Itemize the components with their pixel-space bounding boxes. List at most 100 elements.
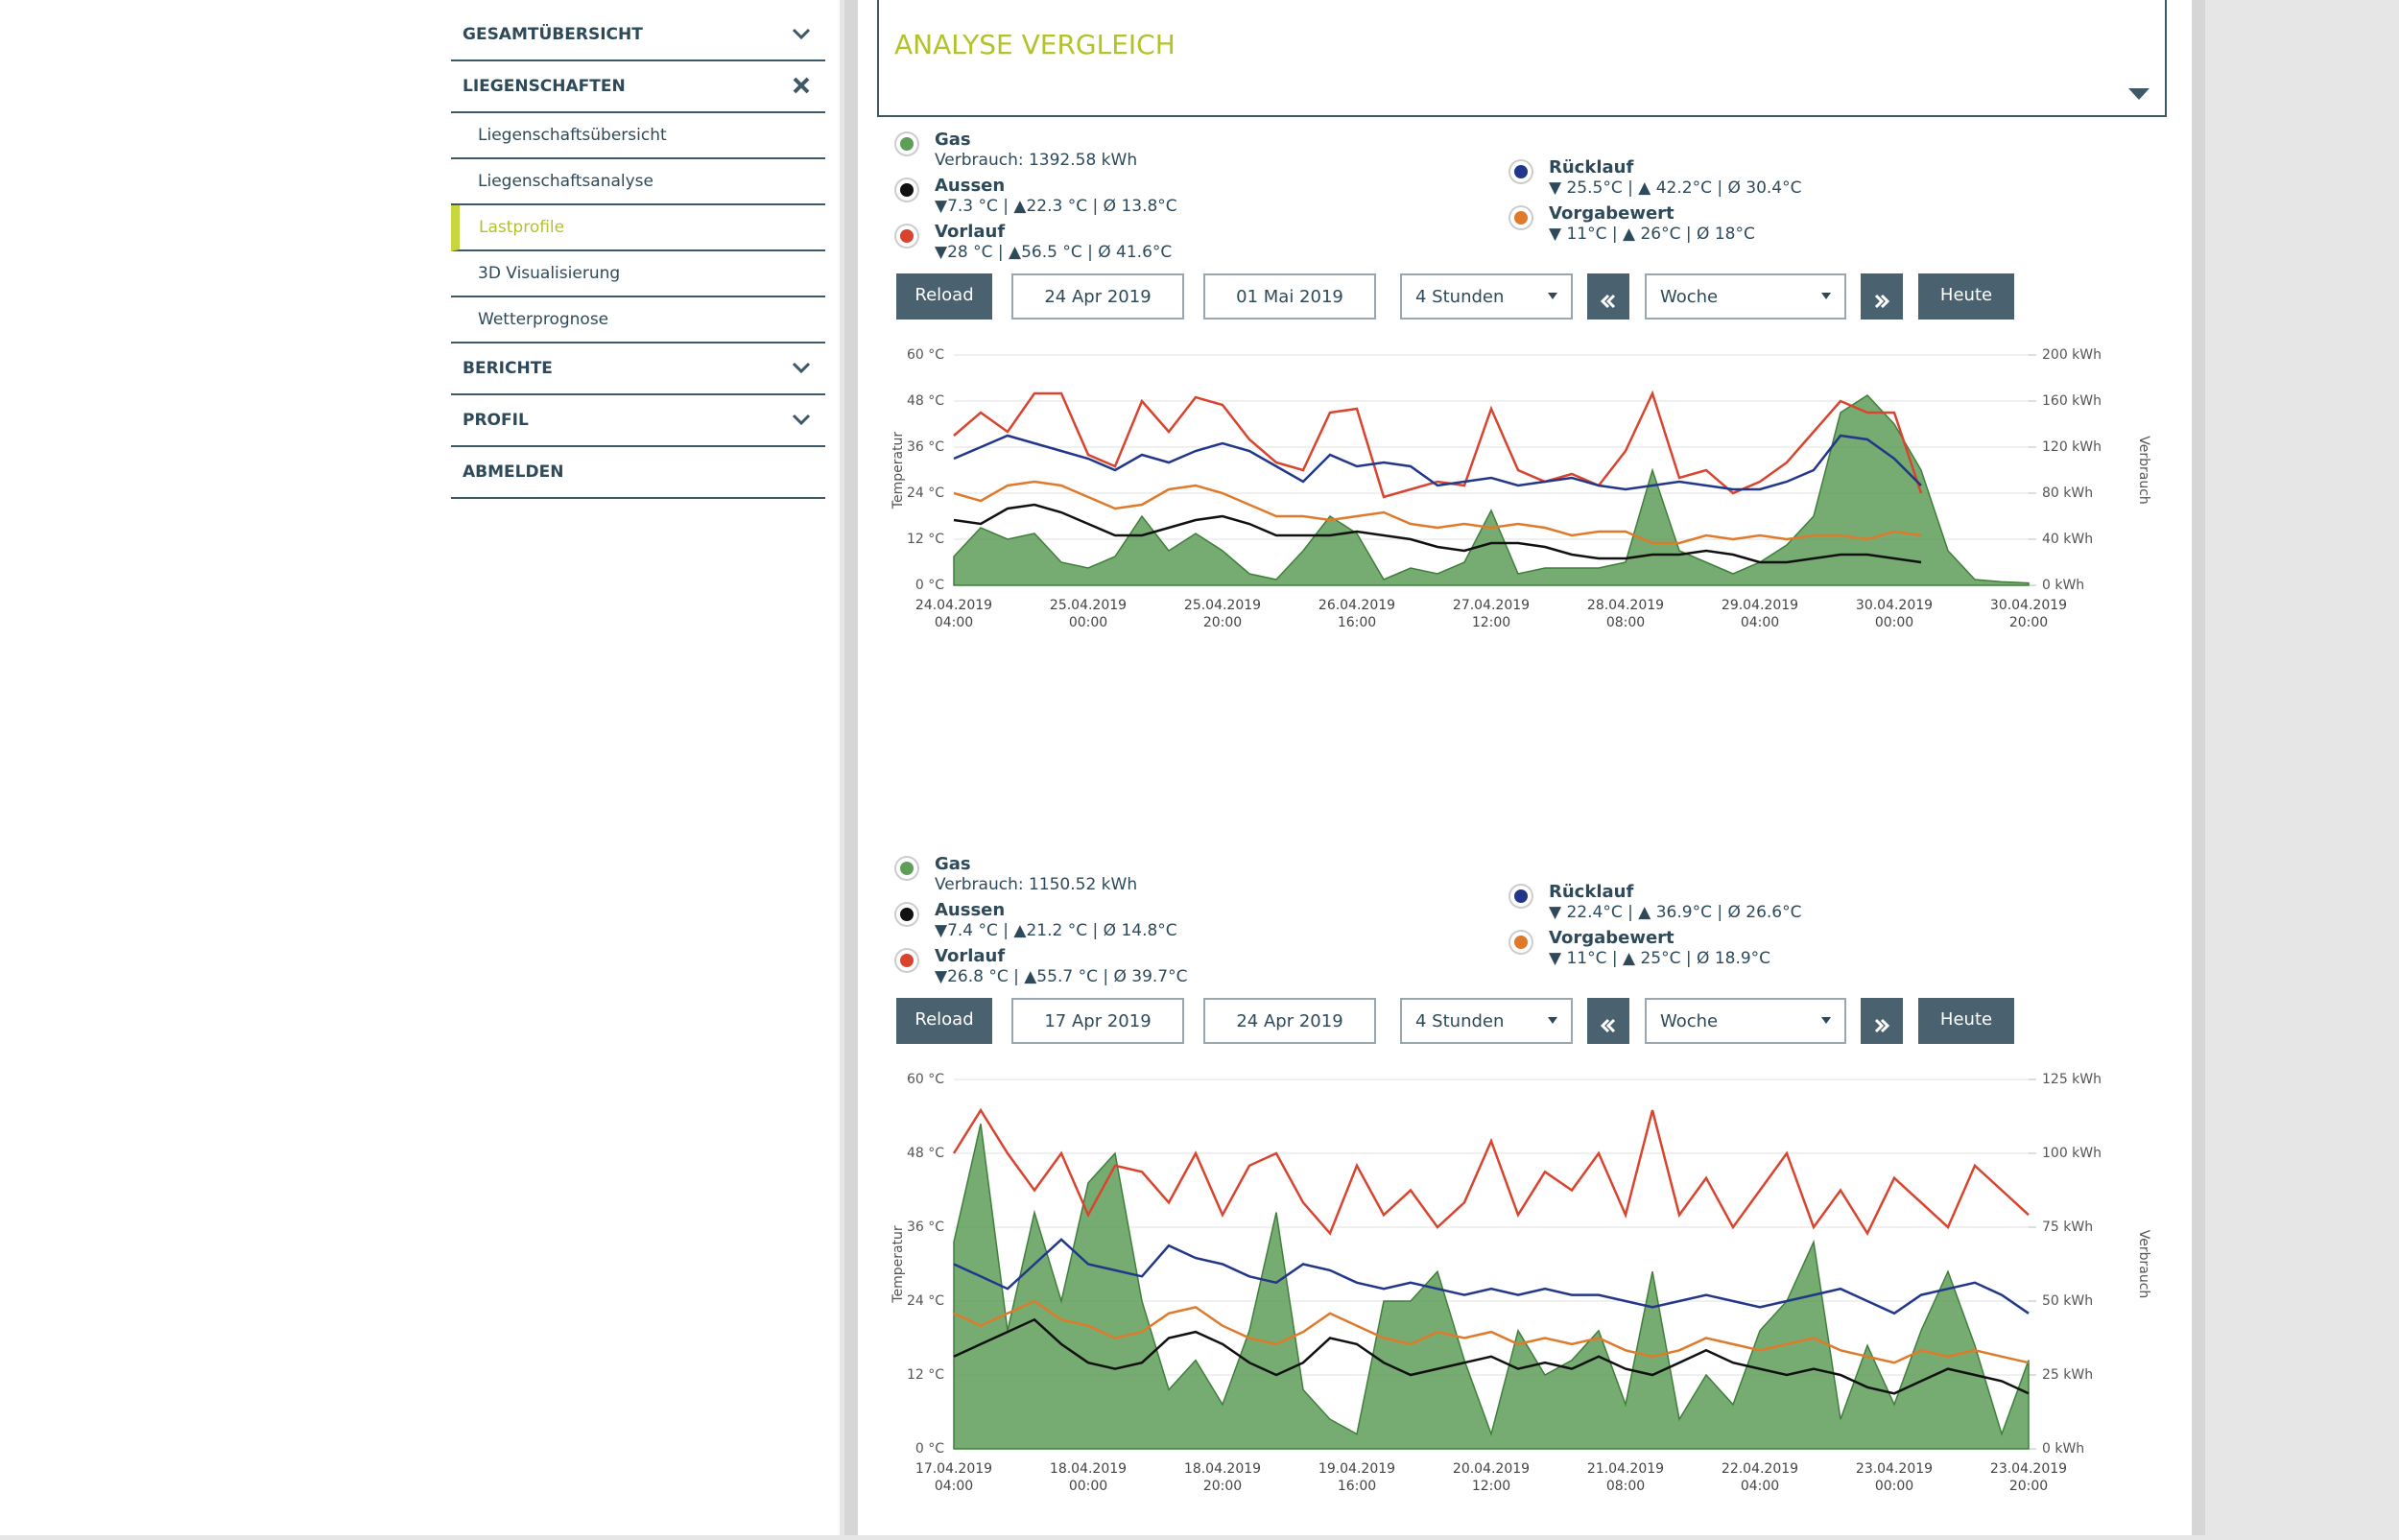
nav-button[interactable] bbox=[1587, 273, 1629, 320]
legend-name: Vorgabewert bbox=[1549, 927, 1675, 948]
legend-item[interactable]: Rücklauf ▼ 22.4°C | ▲ 36.9°C | Ø 26.6°C bbox=[1510, 882, 2125, 926]
icon-stroke bbox=[792, 362, 811, 374]
legend-stats: ▼7.3 °C | ▲22.3 °C | Ø 13.8°C bbox=[935, 197, 1177, 216]
range-select[interactable]: Woche bbox=[1645, 998, 1846, 1044]
y2-tick-label: 125 kWh bbox=[2042, 1072, 2102, 1087]
legend-item[interactable]: Aussen ▼7.4 °C | ▲21.2 °C | Ø 14.8°C bbox=[896, 900, 1510, 944]
nav-button[interactable] bbox=[1587, 998, 1629, 1044]
line bbox=[953, 1238, 2030, 1315]
menu-item[interactable]: Lastprofile bbox=[451, 205, 825, 251]
close-icon[interactable] bbox=[791, 75, 812, 96]
main-content: ANALYSE VERGLEICH Gas Verbrauch: 1392.58 … bbox=[844, 0, 2205, 1535]
y2-tick-label: 120 kWh bbox=[2042, 439, 2102, 455]
menu-item[interactable]: Wetterprognose bbox=[451, 297, 825, 344]
legend-dot bbox=[1510, 931, 1532, 953]
legend-stats: Verbrauch: 1150.52 kWh bbox=[935, 875, 1138, 894]
date-to[interactable]: 24 Apr 2019 bbox=[1203, 998, 1376, 1044]
y2-tick-label: 25 kWh bbox=[2042, 1367, 2093, 1383]
page-title: ANALYSE VERGLEICH bbox=[894, 29, 1176, 60]
legend-item[interactable]: Rücklauf ▼ 25.5°C | ▲ 42.2°C | Ø 30.4°C bbox=[1510, 157, 2125, 201]
y-tick-label: 36 °C bbox=[907, 1220, 944, 1235]
y2-axis-label: Verbrauch bbox=[2136, 1230, 2151, 1299]
legend-stats: ▼7.4 °C | ▲21.2 °C | Ø 14.8°C bbox=[935, 921, 1177, 940]
area bbox=[953, 394, 2030, 586]
nav-button[interactable] bbox=[1861, 273, 1903, 320]
legend-item[interactable]: Gas Verbrauch: 1150.52 kWh bbox=[896, 854, 1510, 898]
legend-stats: ▼26.8 °C | ▲55.7 °C | Ø 39.7°C bbox=[935, 967, 1188, 986]
menu-section[interactable]: GESAMTÜBERSICHT bbox=[451, 10, 825, 61]
interval-select[interactable]: 4 Stunden bbox=[1400, 273, 1573, 320]
legend-stats: ▼ 25.5°C | ▲ 42.2°C | Ø 30.4°C bbox=[1549, 178, 1802, 198]
menu-item[interactable]: 3D Visualisierung bbox=[451, 251, 825, 297]
menu: GESAMTÜBERSICHT LIEGENSCHAFTEN Liegenschaf… bbox=[451, 10, 825, 499]
menu-item[interactable]: Liegenschaftsübersicht bbox=[451, 113, 825, 159]
legend-stats: ▼ 11°C | ▲ 26°C | Ø 18°C bbox=[1549, 224, 1755, 244]
icon-stroke bbox=[792, 414, 811, 426]
legend-dot bbox=[1510, 885, 1532, 907]
left-icon[interactable] bbox=[1598, 1015, 1619, 1036]
x-tick-label: 18.04.2019 20:00 bbox=[1183, 1461, 1262, 1494]
chart: 0 °C 12 °C 24 °C 36 °C 48 °C 60 °C 0 kWh 40 kWh… bbox=[877, 336, 2173, 652]
left-icon[interactable] bbox=[1598, 291, 1619, 312]
chev-icon[interactable] bbox=[791, 357, 812, 378]
analysis-panel: Gas Verbrauch: 1392.58 kWh Aussen ▼7.3 °C |… bbox=[877, 120, 2173, 676]
legend-item[interactable]: Gas Verbrauch: 1392.58 kWh bbox=[896, 130, 1510, 174]
date-to[interactable]: 01 Mai 2019 bbox=[1203, 273, 1376, 320]
y2-axis-label: Verbrauch bbox=[2136, 436, 2151, 505]
sidebar: GESAMTÜBERSICHT LIEGENSCHAFTEN Liegenschaf… bbox=[0, 0, 840, 1535]
legend-name: Rücklauf bbox=[1549, 881, 1634, 902]
menu-section[interactable]: PROFIL bbox=[451, 395, 825, 447]
legend-item[interactable]: Aussen ▼7.3 °C | ▲22.3 °C | Ø 13.8°C bbox=[896, 176, 1510, 220]
right-icon[interactable] bbox=[1871, 291, 1892, 312]
line bbox=[953, 390, 1923, 499]
interval-select[interactable]: 4 Stunden bbox=[1400, 998, 1573, 1044]
area bbox=[953, 1124, 2030, 1450]
x-tick-label: 27.04.2019 12:00 bbox=[1452, 598, 1531, 630]
menu-section[interactable]: BERICHTE bbox=[451, 344, 825, 395]
line bbox=[953, 503, 1922, 564]
x-tick-label: 28.04.2019 08:00 bbox=[1586, 598, 1665, 630]
line bbox=[953, 480, 1922, 545]
legend-name: Gas bbox=[935, 854, 971, 874]
y-tick-label: 60 °C bbox=[907, 1072, 944, 1087]
date-from[interactable]: 24 Apr 2019 bbox=[1011, 273, 1184, 320]
menu-section[interactable]: ABMELDEN bbox=[451, 447, 825, 499]
y2-tick-label: 0 kWh bbox=[2042, 1441, 2084, 1457]
range-select[interactable]: Woche bbox=[1645, 273, 1846, 320]
legend-item[interactable]: Vorgabewert ▼ 11°C | ▲ 26°C | Ø 18°C bbox=[1510, 203, 2125, 248]
right-icon[interactable] bbox=[1871, 1015, 1892, 1036]
y-tick-label: 12 °C bbox=[907, 1367, 944, 1383]
reload-button[interactable]: Reload bbox=[896, 998, 992, 1044]
line bbox=[953, 1299, 2030, 1364]
y-tick-label: 0 °C bbox=[915, 1441, 944, 1457]
chev-icon[interactable] bbox=[791, 409, 812, 430]
date-from[interactable]: 17 Apr 2019 bbox=[1011, 998, 1184, 1044]
y-tick-label: 48 °C bbox=[907, 393, 944, 409]
legend-name: Vorgabewert bbox=[1549, 202, 1675, 224]
menu-section[interactable]: LIEGENSCHAFTEN bbox=[451, 61, 825, 113]
legend-item[interactable]: Vorlauf ▼28 °C | ▲56.5 °C | Ø 41.6°C bbox=[896, 222, 1510, 266]
nav-button[interactable] bbox=[1861, 998, 1903, 1044]
collapse-icon[interactable] bbox=[2128, 88, 2150, 102]
menu-item[interactable]: Liegenschaftsanalyse bbox=[451, 159, 825, 205]
reload-button[interactable]: Reload bbox=[896, 273, 992, 320]
legend-item[interactable]: Vorlauf ▼26.8 °C | ▲55.7 °C | Ø 39.7°C bbox=[896, 946, 1510, 990]
legend-name: Rücklauf bbox=[1549, 156, 1634, 178]
icon-stroke bbox=[1880, 1018, 1890, 1033]
icon-stroke bbox=[792, 28, 811, 40]
icon-stroke bbox=[1874, 1018, 1885, 1033]
legend-item[interactable]: Vorgabewert ▼ 11°C | ▲ 25°C | Ø 18.9°C bbox=[1510, 928, 2125, 972]
x-tick-label: 30.04.2019 00:00 bbox=[1855, 598, 1934, 630]
today-button[interactable]: Heute bbox=[1918, 998, 2014, 1044]
y2-tick-label: 100 kWh bbox=[2042, 1146, 2102, 1161]
legend-name: Vorlauf bbox=[935, 222, 1006, 242]
chev-icon[interactable] bbox=[791, 23, 812, 44]
chart: 0 °C 12 °C 24 °C 36 °C 48 °C 60 °C 0 kWh 25 kWh… bbox=[877, 1060, 2173, 1516]
today-button[interactable]: Heute bbox=[1918, 273, 2014, 320]
x-tick-label: 26.04.2019 16:00 bbox=[1318, 598, 1396, 630]
icon-stroke bbox=[1600, 1018, 1610, 1033]
legend-dot bbox=[1510, 206, 1532, 228]
x-tick-label: 21.04.2019 08:00 bbox=[1586, 1461, 1665, 1494]
legend-dot bbox=[896, 179, 917, 201]
